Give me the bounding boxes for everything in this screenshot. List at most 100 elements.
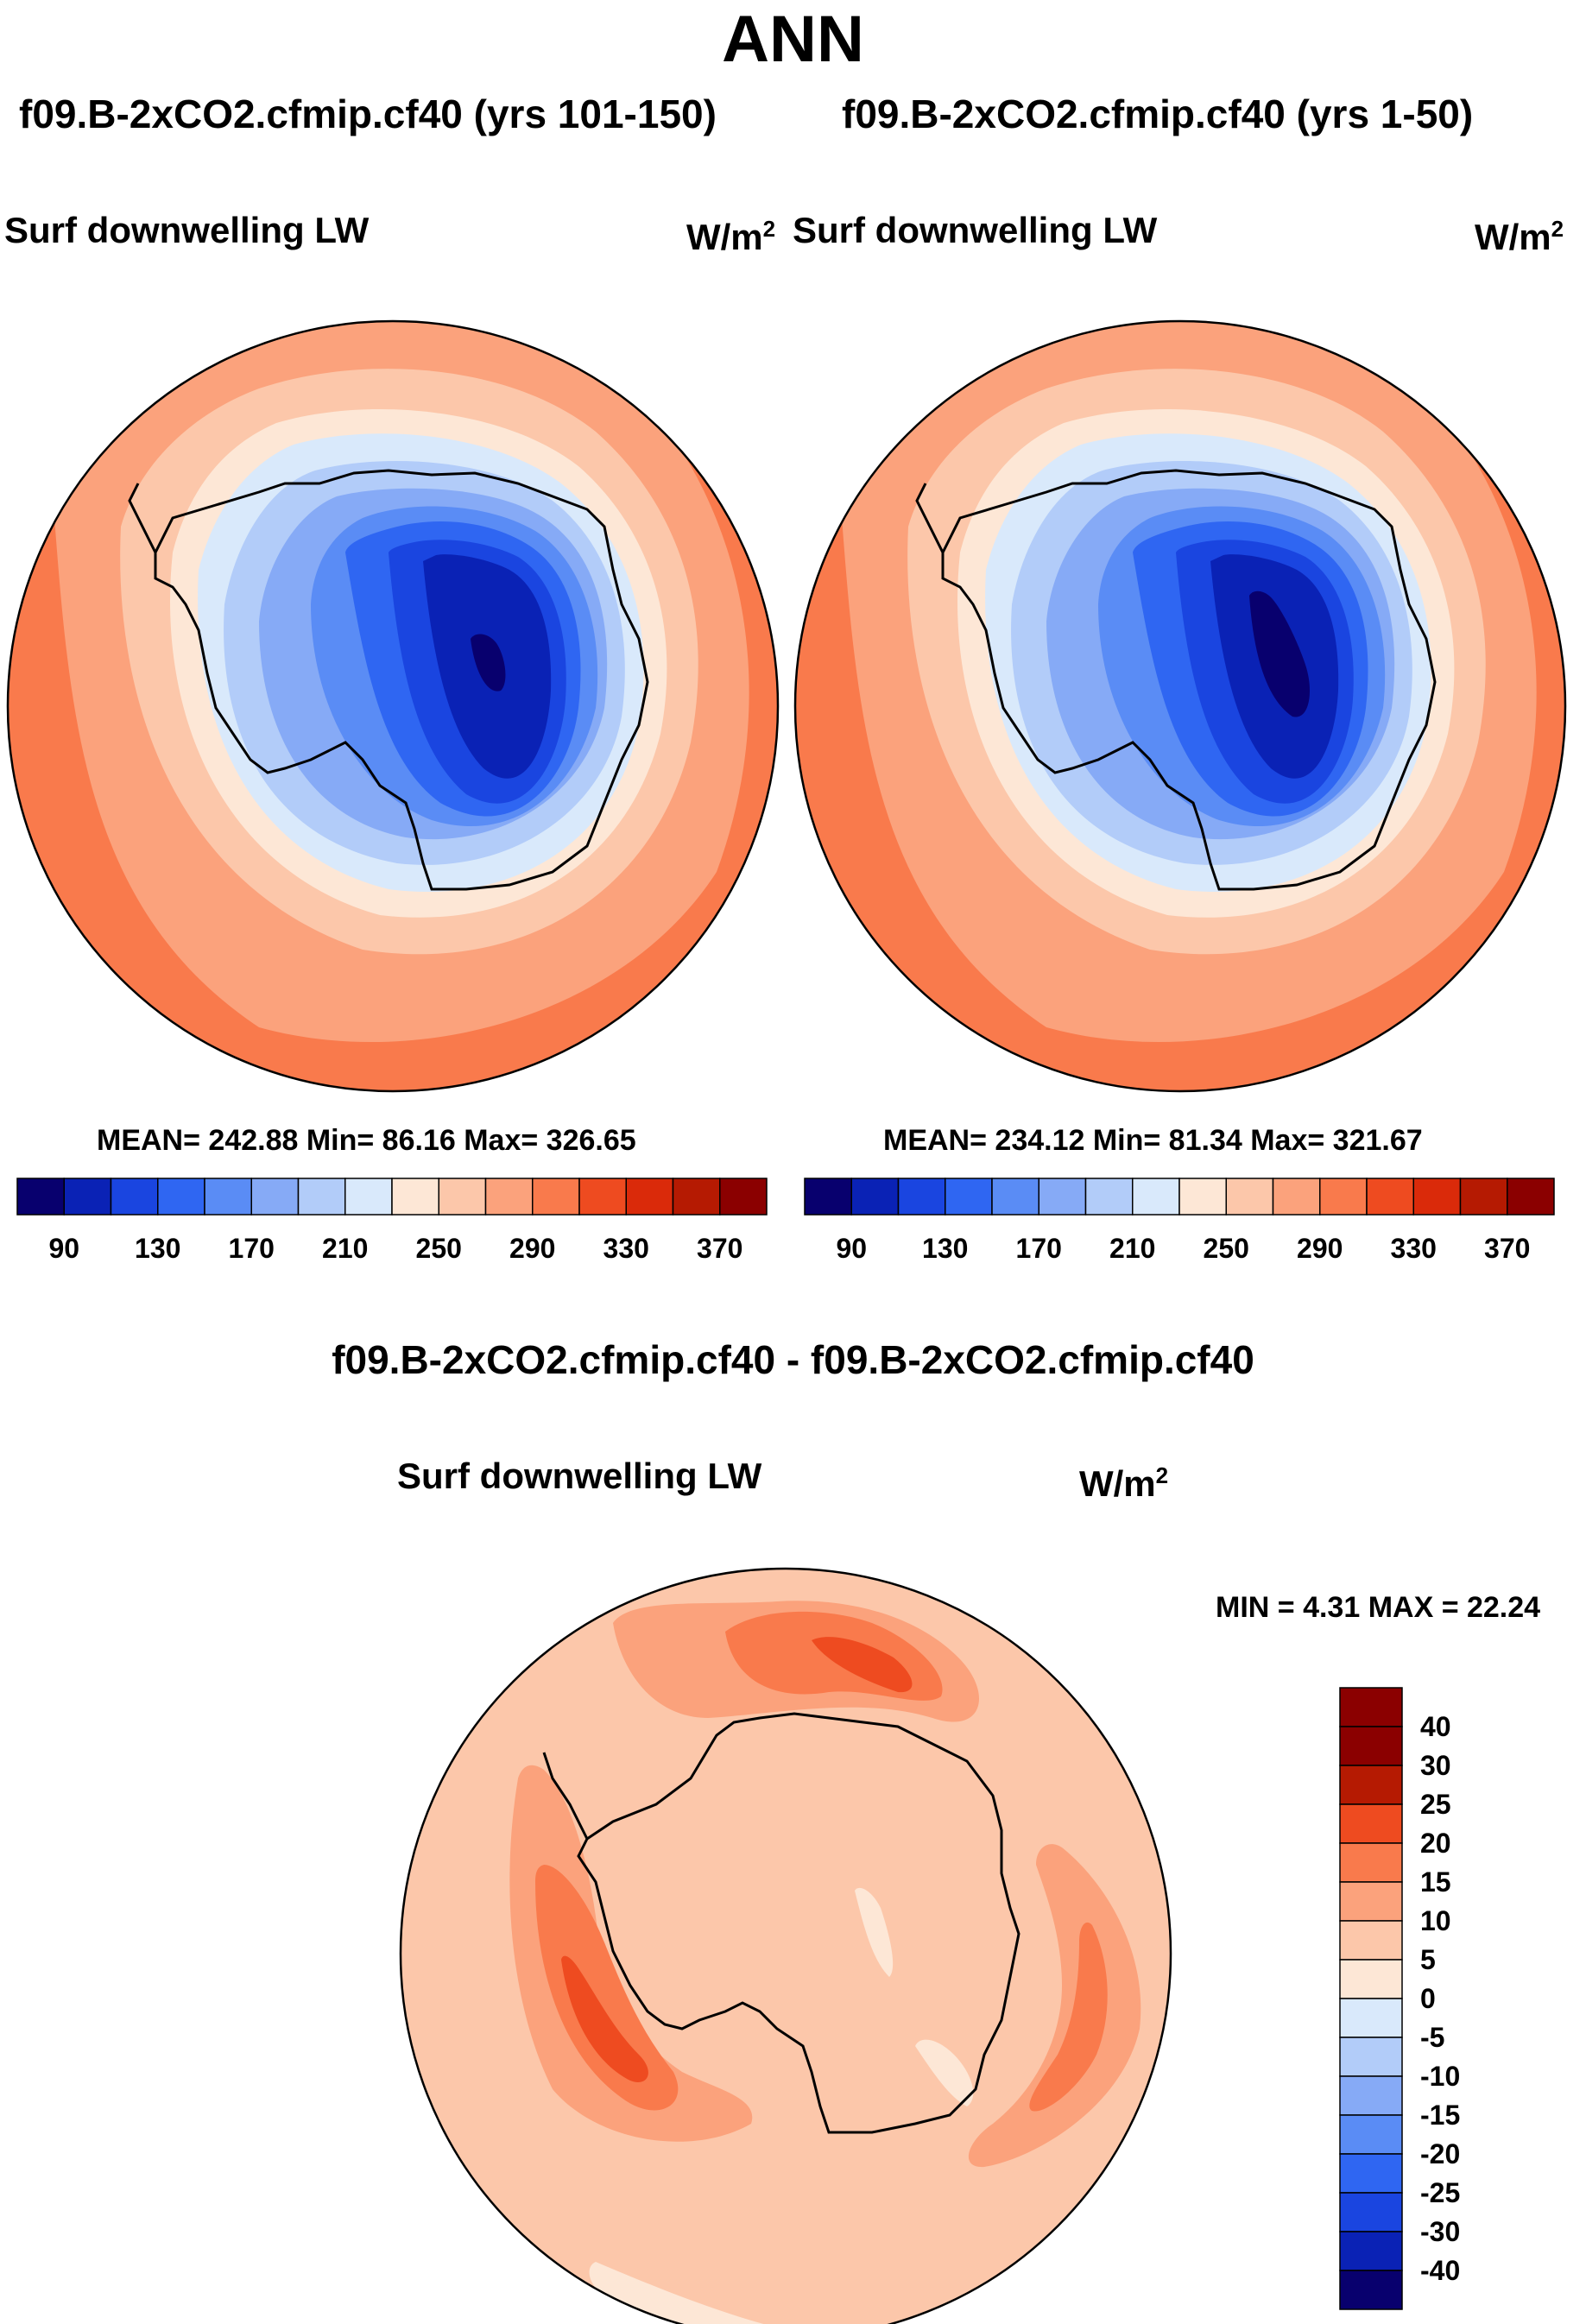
colorbar-tick-label: -10 [1420,2061,1461,2092]
left-case-label: f09.B-2xCO2.cfmip.cf40 (yrs 101-150) [19,92,717,136]
colorbar-swatch [1038,1178,1087,1216]
colorbar-tick-label: 130 [135,1233,181,1264]
diff-field-0-5-a [855,1887,894,1977]
difference-title: f09.B-2xCO2.cfmip.cf40 - f09.B-2xCO2.cfm… [332,1337,1254,1382]
left-units-label: W/m2 [686,216,776,257]
left-polar-map [8,321,778,1091]
colorbar-tick-label: 5 [1420,1944,1436,1975]
colorbar-swatch [1339,2114,1403,2155]
colorbar-swatch [1272,1178,1321,1216]
colorbar-swatch [1459,1178,1508,1216]
colorbar-swatch [157,1178,205,1216]
colorbar-tick-label: -30 [1420,2216,1461,2247]
colorbar-swatch [1339,1881,1403,1922]
colorbar-swatch [1339,1998,1403,2038]
difference-map-border [399,1567,1172,2324]
colorbar-swatch [391,1178,439,1216]
colorbar-swatch [1339,2153,1403,2194]
diff-field-east-15-20 [1029,1922,1108,2112]
colorbar-swatch [1132,1178,1180,1216]
colorbar-swatch [297,1178,346,1216]
colorbar-tick-label: 170 [1015,1233,1062,1264]
colorbar-swatch [991,1178,1039,1216]
colorbar-tick-label: 20 [1420,1828,1451,1859]
colorbar-swatch [1178,1178,1227,1216]
colorbar-swatch [438,1178,487,1216]
colorbar-tick-label: 15 [1420,1866,1451,1898]
right-map-border [793,319,1567,1093]
colorbar-tick-label: 10 [1420,1905,1451,1936]
colorbar-tick-label: 90 [48,1233,80,1264]
colorbar-tick-label: 130 [922,1233,969,1264]
colorbar-swatch [1339,2075,1403,2116]
colorbar-tick-label: 0 [1420,1983,1436,2014]
right-case-label: f09.B-2xCO2.cfmip.cf40 (yrs 1-50) [842,92,1474,136]
diff-field-west-10-15 [509,1765,753,2142]
colorbar-swatch [1339,2231,1403,2271]
colorbar-swatch [1339,1959,1403,1999]
colorbar-tick-label: 330 [603,1233,649,1264]
left-colorbar [16,1178,768,1216]
colorbar-swatch [719,1178,768,1216]
colorbar-swatch [1507,1178,1555,1216]
colorbar-swatch [1339,1803,1403,1844]
colorbar-swatch [1339,1842,1403,1883]
colorbar-swatch [850,1178,900,1216]
left-antarctica-coastline [154,469,649,891]
right-colorbar [804,1178,1555,1216]
colorbar-swatch [63,1178,112,1216]
right-stats: MEAN= 234.12 Min= 81.34 Max= 321.67 [883,1124,1423,1157]
colorbar-swatch [250,1178,300,1216]
colorbar-swatch [16,1178,65,1216]
right-field-90 [1249,590,1310,717]
colorbar-swatch [1339,2192,1403,2232]
colorbar-swatch [1339,1765,1403,1805]
colorbar-tick-label: -15 [1420,2100,1461,2131]
colorbar-swatch [804,1178,852,1216]
difference-units-label: W/m2 [1079,1462,1169,1504]
right-units-label: W/m2 [1475,216,1564,257]
colorbar-tick-label: 290 [509,1233,556,1264]
diff-field-0-5-b [915,2039,974,2106]
left-variable-label: Surf downwelling LW [4,210,370,250]
diff-field-north-20-25 [812,1637,913,1693]
colorbar-swatch [1366,1178,1414,1216]
diff-field-east-10-15 [968,1844,1141,2168]
colorbar-swatch [1084,1178,1134,1216]
colorbar-tick-label: -25 [1420,2177,1461,2208]
colorbar-swatch [1339,2270,1403,2310]
colorbar-tick-label: 290 [1297,1233,1343,1264]
colorbar-swatch [1319,1178,1368,1216]
difference-variable-label: Surf downwelling LW [397,1456,762,1496]
right-polar-map [795,321,1565,1091]
colorbar-tick-label: 370 [697,1233,743,1264]
diff-field-0-5-c [589,2262,794,2324]
colorbar-swatch [204,1178,252,1216]
colorbar-swatch [344,1178,393,1216]
colorbar-swatch [625,1178,674,1216]
colorbar-tick-label: 210 [322,1233,369,1264]
diff-field-west-15-20 [535,1865,679,2111]
colorbar-swatch [897,1178,946,1216]
colorbar-swatch [1339,1687,1403,1727]
colorbar-tick-label: -40 [1420,2255,1461,2286]
left-map-border [6,319,780,1093]
difference-peninsula-coast [542,1752,589,1840]
right-peninsula-coast [915,483,945,553]
colorbar-swatch [532,1178,580,1216]
colorbar-tick-label: -5 [1420,2022,1445,2053]
colorbar-tick-label: 370 [1484,1233,1531,1264]
colorbar-swatch [1339,1726,1403,1766]
colorbar-swatch [1339,2037,1403,2077]
colorbar-tick-label: 90 [836,1233,868,1264]
colorbar-tick-label: 250 [415,1233,462,1264]
colorbar-swatch [484,1178,534,1216]
colorbar-swatch [1412,1178,1462,1216]
colorbar-tick-label: 250 [1203,1233,1249,1264]
right-variable-label: Surf downwelling LW [793,210,1158,250]
colorbar-tick-label: -20 [1420,2138,1461,2169]
colorbar-swatch [672,1178,721,1216]
difference-colorbar [1339,1687,1403,2310]
colorbar-swatch [110,1178,159,1216]
colorbar-swatch [1225,1178,1274,1216]
